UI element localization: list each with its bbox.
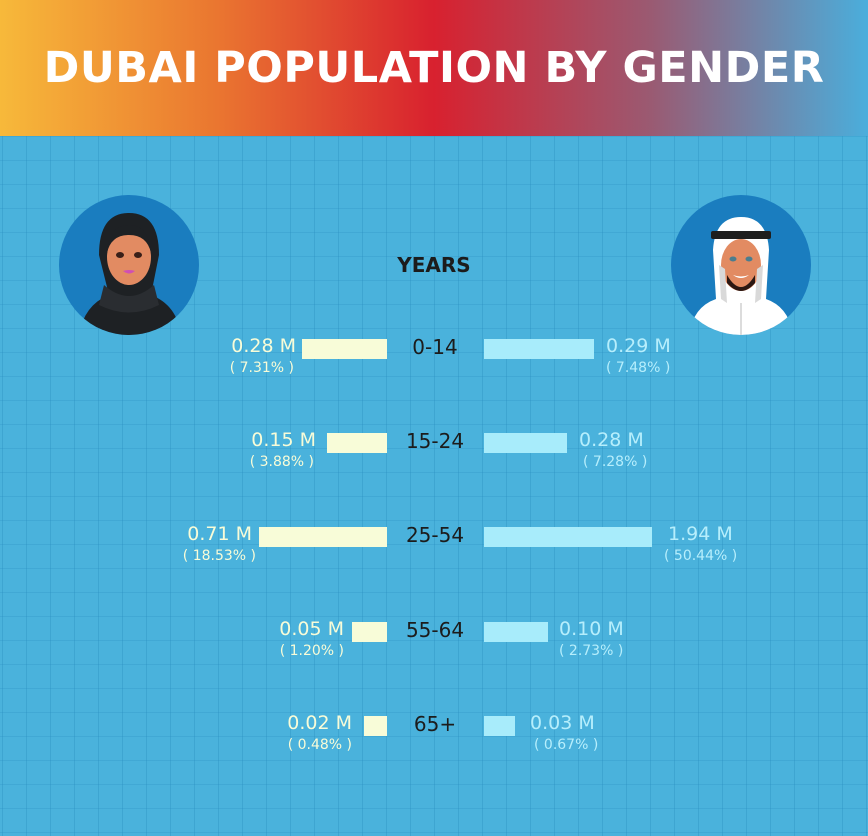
male-percent: ( 2.73% ) xyxy=(559,643,624,659)
chart-row: 0.28 M ( 7.31% ) 0-14 0.29 M ( 7.48% ) xyxy=(0,335,868,399)
female-percent: ( 0.48% ) xyxy=(287,737,352,753)
female-bar xyxy=(302,339,387,359)
axis-label-years: YEARS xyxy=(397,253,471,277)
male-bar xyxy=(484,716,515,736)
page-title: DUBAI POPULATION BY GENDER xyxy=(43,43,825,93)
male-percent: ( 0.67% ) xyxy=(534,737,599,753)
chart-row: 0.05 M ( 1.20% ) 55-64 0.10 M ( 2.73% ) xyxy=(0,618,868,682)
age-group-label: 65+ xyxy=(413,712,457,736)
male-bar xyxy=(484,433,567,453)
male-value: 0.28 M xyxy=(579,429,644,451)
female-bar xyxy=(327,433,387,453)
male-bar xyxy=(484,339,594,359)
male-value: 0.03 M xyxy=(530,712,595,734)
title-banner: DUBAI POPULATION BY GENDER xyxy=(0,0,868,136)
male-avatar-icon xyxy=(671,195,811,335)
female-percent: ( 7.31% ) xyxy=(229,360,294,376)
female-value: 0.28 M xyxy=(231,335,296,357)
female-bar xyxy=(352,622,387,642)
female-value: 0.05 M xyxy=(279,618,344,640)
female-percent: ( 18.53% ) xyxy=(182,548,256,564)
female-value: 0.15 M xyxy=(251,429,316,451)
male-value: 1.94 M xyxy=(668,523,733,545)
chart-row: 0.71 M ( 18.53% ) 25-54 1.94 M ( 50.44% … xyxy=(0,523,868,587)
female-percent: ( 3.88% ) xyxy=(249,454,314,470)
male-percent: ( 7.28% ) xyxy=(583,454,648,470)
chart-row: 0.02 M ( 0.48% ) 65+ 0.03 M ( 0.67% ) xyxy=(0,712,868,776)
female-value: 0.02 M xyxy=(287,712,352,734)
age-group-label: 55-64 xyxy=(405,618,465,642)
female-avatar-icon xyxy=(59,195,199,335)
age-group-label: 15-24 xyxy=(405,429,465,453)
male-percent: ( 50.44% ) xyxy=(664,548,738,564)
female-bar xyxy=(259,527,387,547)
age-group-label: 0-14 xyxy=(412,335,458,359)
female-bar xyxy=(364,716,387,736)
female-value: 0.71 M xyxy=(187,523,252,545)
male-value: 0.29 M xyxy=(606,335,671,357)
age-group-label: 25-54 xyxy=(405,523,465,547)
male-percent: ( 7.48% ) xyxy=(606,360,671,376)
male-value: 0.10 M xyxy=(559,618,624,640)
male-bar xyxy=(484,622,548,642)
chart-row: 0.15 M ( 3.88% ) 15-24 0.28 M ( 7.28% ) xyxy=(0,429,868,493)
male-bar xyxy=(484,527,652,547)
female-percent: ( 1.20% ) xyxy=(279,643,344,659)
